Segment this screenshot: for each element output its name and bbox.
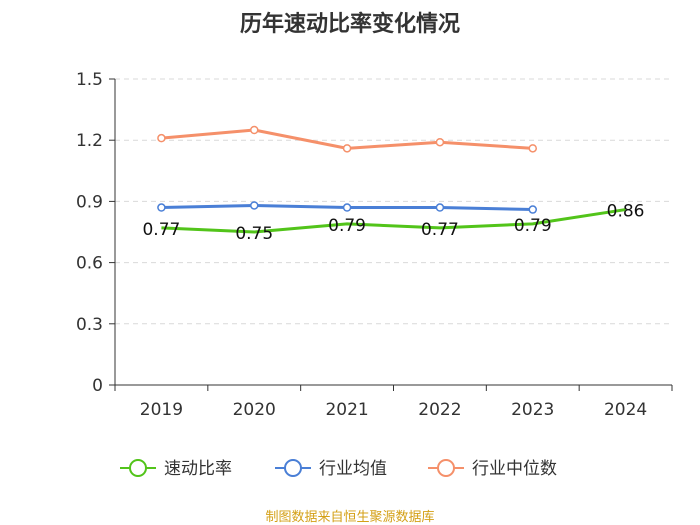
source-note: 制图数据来自恒生聚源数据库 <box>265 510 435 525</box>
data-point <box>435 137 445 147</box>
y-tick-label: 0.6 <box>76 254 103 274</box>
data-point <box>157 133 166 143</box>
y-tick-label: 0.9 <box>76 192 103 212</box>
axes: 0 0.3 0.6 0.9 1.2 1.5 2019 2020 2021 2022 2023 2024 <box>76 70 673 420</box>
data-label: 0.79 <box>328 216 366 236</box>
data-point <box>528 144 537 153</box>
x-tick-label: 2020 <box>233 400 276 420</box>
legend-marker <box>129 459 147 477</box>
data-label: 0.77 <box>142 220 180 240</box>
data-point <box>528 205 537 214</box>
y-tick-label: 1.2 <box>76 131 103 151</box>
data-point <box>435 203 445 212</box>
data-label: 0.86 <box>607 202 645 222</box>
data-point <box>342 144 352 153</box>
x-tick-label: 2022 <box>418 400 461 420</box>
x-tick-label: 2021 <box>325 400 368 420</box>
x-tick-label: 2024 <box>604 400 647 420</box>
data-label: 0.79 <box>514 216 552 236</box>
legend-label: 行业中位数 <box>472 459 557 479</box>
grid-lines <box>115 78 672 325</box>
legend-label: 速动比率 <box>164 459 232 479</box>
data-point <box>250 201 259 210</box>
x-tick-label: 2019 <box>140 400 183 420</box>
y-tick-label: 0.3 <box>76 315 103 335</box>
data-point <box>157 203 166 212</box>
legend: 速动比率 行业均值 行业中位数 <box>120 459 557 479</box>
data-point <box>342 203 352 212</box>
legend-label: 行业均值 <box>319 459 387 479</box>
series-line-1 <box>161 208 626 234</box>
data-labels: 0.77 0.75 0.79 0.77 0.79 0.86 <box>142 202 644 244</box>
legend-marker <box>437 459 455 477</box>
y-tick-label: 0 <box>92 376 103 396</box>
data-point <box>250 125 259 135</box>
legend-marker <box>284 459 302 477</box>
data-label: 0.75 <box>235 224 273 244</box>
chart-title: 历年速动比率变化情况 <box>239 12 460 37</box>
data-label: 0.77 <box>421 220 459 240</box>
series-lines <box>157 125 626 234</box>
y-tick-label: 1.5 <box>76 70 103 90</box>
x-tick-label: 2023 <box>511 400 554 420</box>
